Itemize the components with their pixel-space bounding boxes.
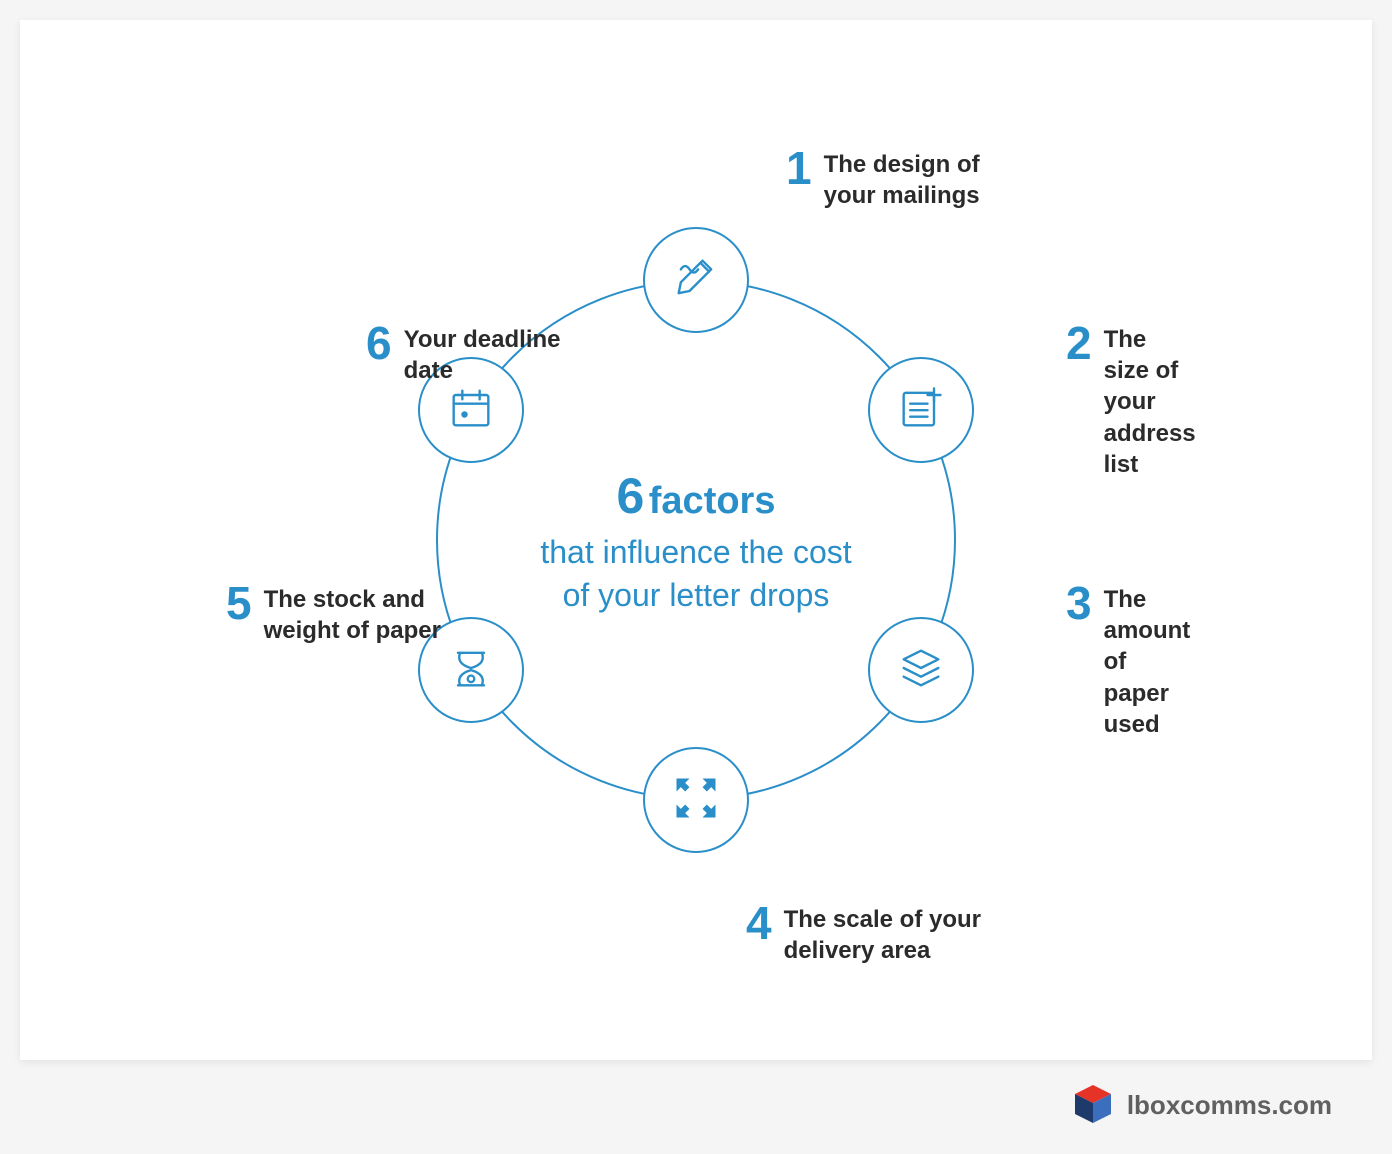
factor-number: 4 [746,900,772,946]
factor-node-1 [643,227,749,333]
factor-number: 5 [226,580,252,626]
factor-node-3 [868,617,974,723]
factor-label-6: 6 Your deadlinedate [366,320,561,386]
center-text: 6 factors that influence the cost of you… [536,463,856,617]
infographic-card: 6 factors that influence the cost of you… [20,20,1372,1060]
footer: lboxcomms.com [1071,1081,1332,1130]
factor-number: 1 [786,145,812,191]
factor-text-line: date [404,355,561,386]
pencil-icon [670,252,722,309]
factor-text-line: delivery area [784,935,981,966]
factor-text-line: weight of paper [264,615,441,646]
expand-icon [670,772,722,829]
factor-text: The size ofyour address list [1104,320,1196,480]
factor-label-3: 3 The amountof paper used [1066,580,1190,740]
scale-icon [445,642,497,699]
factor-text-line: The stock and [264,584,441,615]
factor-node-4 [643,747,749,853]
factor-text-line: The amount [1104,584,1191,646]
circular-diagram: 6 factors that influence the cost of you… [246,90,1146,990]
center-title-word: factors [649,480,776,522]
logo-cube-icon [1071,1081,1115,1130]
factor-text-line: The scale of your [784,904,981,935]
factor-number: 2 [1066,320,1092,366]
factor-text-line: your address list [1104,386,1196,480]
factor-text-line: your mailings [824,180,980,211]
footer-text: lboxcomms.com [1127,1090,1332,1121]
factor-text-line: The size of [1104,324,1196,386]
factor-number: 3 [1066,580,1092,626]
center-number: 6 [617,468,645,524]
list-plus-icon [895,382,947,439]
factor-text-line: Your deadline [404,324,561,355]
factor-node-2 [868,357,974,463]
factor-number: 6 [366,320,392,366]
calendar-icon [445,382,497,439]
factor-text: The stock andweight of paper [264,580,441,646]
factor-label-5: 5 The stock andweight of paper [226,580,441,646]
factor-label-2: 2 The size ofyour address list [1066,320,1196,480]
factor-text-line: of paper used [1104,646,1191,740]
factor-label-4: 4 The scale of yourdelivery area [746,900,981,966]
factor-label-1: 1 The design ofyour mailings [786,145,980,211]
factor-text: The design ofyour mailings [824,145,980,211]
center-subtitle: that influence the cost of your letter d… [536,531,856,617]
factor-text: Your deadlinedate [404,320,561,386]
factor-text-line: The design of [824,149,980,180]
factor-text: The scale of yourdelivery area [784,900,981,966]
factor-text: The amountof paper used [1104,580,1191,740]
layers-icon [895,642,947,699]
